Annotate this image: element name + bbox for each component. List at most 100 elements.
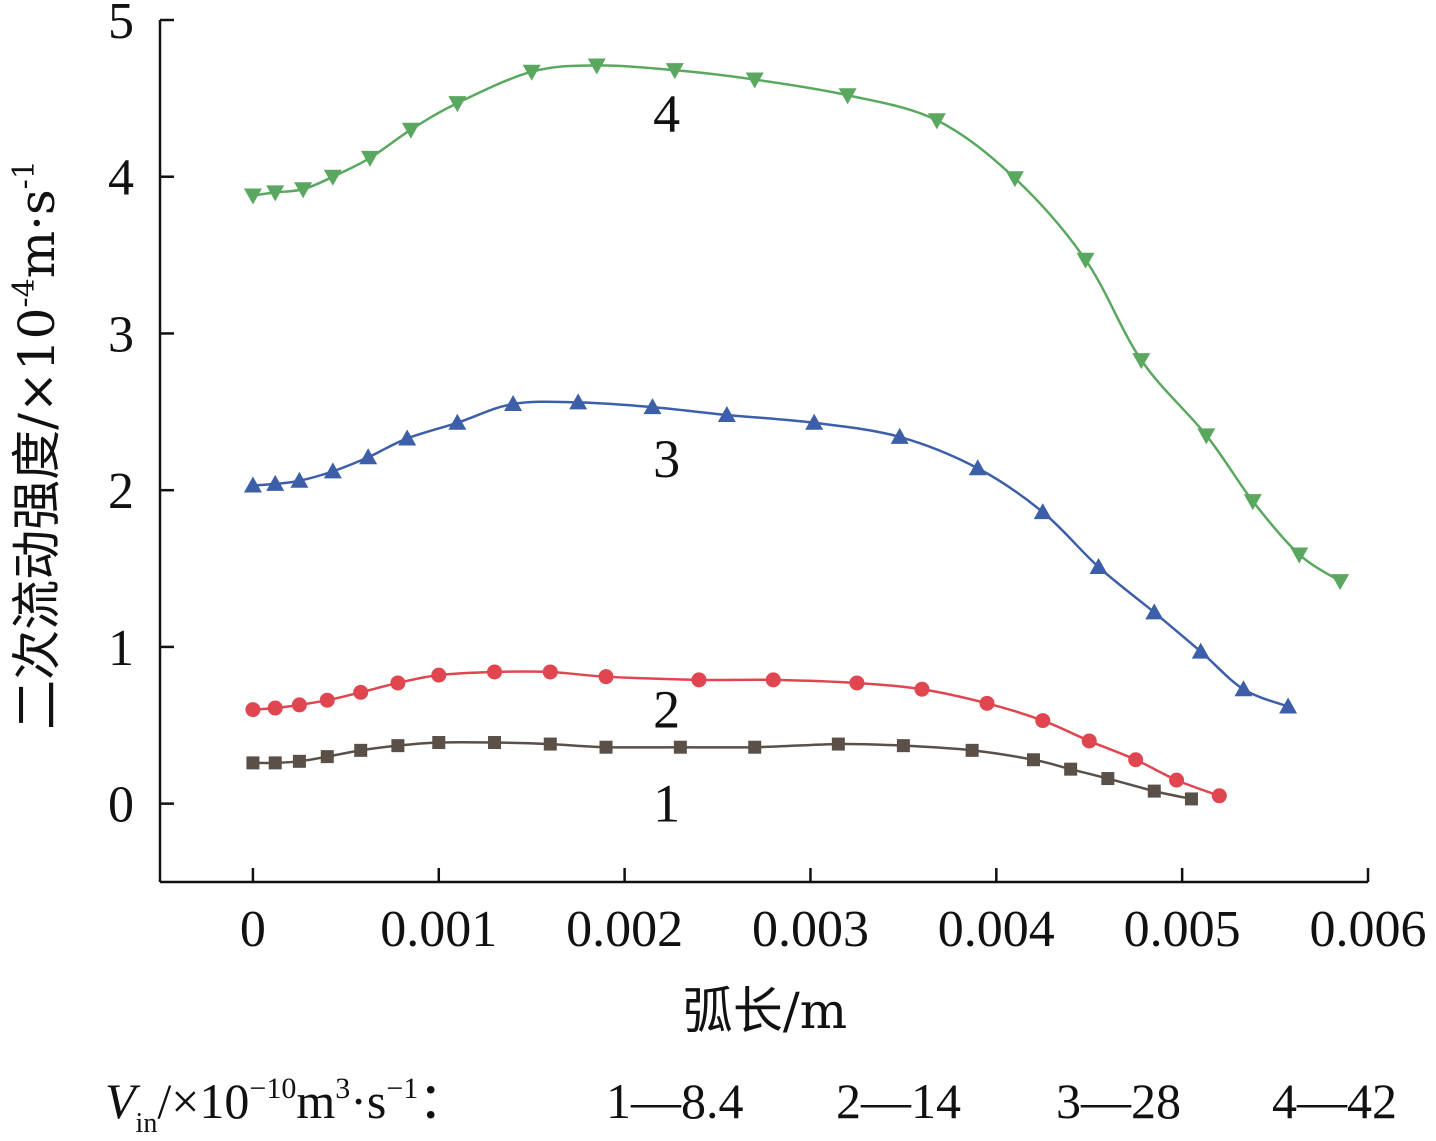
- point-1: [1026, 753, 1040, 767]
- point-4: [323, 169, 342, 186]
- point-2: [267, 700, 283, 716]
- point-4: [1076, 252, 1095, 269]
- point-3: [243, 476, 262, 493]
- point-3: [448, 413, 467, 430]
- point-1: [748, 740, 762, 754]
- point-2: [979, 695, 995, 711]
- point-4: [448, 96, 467, 113]
- point-2: [691, 672, 707, 688]
- point-4: [1243, 494, 1262, 511]
- legend-entry-4: 4—42: [1272, 1073, 1397, 1129]
- point-4: [361, 150, 380, 167]
- point-2: [390, 675, 406, 691]
- y-axis-title-unit-exp: -1: [7, 160, 42, 189]
- curve-label-3: 3: [653, 429, 680, 489]
- series-3: [243, 393, 1298, 714]
- point-4: [745, 72, 764, 89]
- series-1: [246, 736, 1198, 806]
- point-4: [1197, 428, 1216, 445]
- point-3: [290, 471, 309, 488]
- point-3: [890, 427, 909, 444]
- legend-var-sub: in: [136, 1108, 158, 1139]
- point-2: [319, 692, 335, 708]
- point-2: [353, 684, 369, 700]
- y-axis-title-unit: m·s: [8, 189, 66, 278]
- point-2: [1035, 713, 1051, 729]
- x-tick-label: 0.006: [1310, 901, 1427, 958]
- point-3: [398, 429, 417, 446]
- y-tick-label: 1: [108, 620, 134, 677]
- point-1: [896, 739, 910, 753]
- point-1: [543, 737, 557, 751]
- point-1: [1147, 784, 1161, 798]
- point-1: [354, 743, 368, 757]
- point-3: [1191, 642, 1210, 659]
- x-tick-label: 0.003: [752, 901, 869, 958]
- legend-unit-exp: −10: [249, 1072, 296, 1105]
- y-axis-title-main: 二次流动强度/×10: [8, 308, 66, 730]
- point-2: [765, 672, 781, 688]
- point-4: [587, 58, 606, 75]
- point-2: [487, 664, 503, 680]
- point-1: [432, 736, 446, 750]
- point-2: [1081, 733, 1097, 749]
- series-2: [245, 664, 1227, 804]
- point-4: [838, 88, 857, 105]
- point-2: [291, 697, 307, 713]
- point-1: [391, 739, 405, 753]
- legend-entry-3: 3—28: [1056, 1073, 1181, 1129]
- axes: 0 1 2 3 4 5 0 0.001 0.002 0.003 0.004 0.005 0.006: [108, 0, 1427, 958]
- point-4: [522, 64, 541, 81]
- point-4: [401, 122, 420, 139]
- legend-unit-main-exp: 3: [335, 1072, 350, 1105]
- point-1: [488, 736, 502, 750]
- series-4: [243, 58, 1350, 591]
- point-4: [1005, 171, 1024, 188]
- y-tick-label: 0: [108, 777, 134, 834]
- point-3: [643, 398, 662, 415]
- point-3: [359, 448, 378, 465]
- point-1: [831, 737, 845, 751]
- point-3: [805, 413, 824, 430]
- series-layer: [243, 58, 1350, 806]
- curve-label-1: 1: [653, 774, 680, 834]
- legend-entry-2: 2—14: [836, 1073, 961, 1129]
- curve-label-2: 2: [653, 680, 680, 740]
- point-3: [323, 462, 342, 479]
- point-4: [1132, 353, 1151, 370]
- point-2: [542, 664, 558, 680]
- point-1: [1184, 792, 1198, 806]
- point-3: [266, 474, 285, 491]
- point-2: [849, 675, 865, 691]
- point-1: [292, 754, 306, 768]
- x-tick-label: 0.004: [938, 901, 1055, 958]
- point-3: [1033, 503, 1052, 520]
- point-2: [914, 681, 930, 697]
- point-2: [431, 667, 447, 683]
- point-1: [673, 740, 687, 754]
- legend-footer: Vin/×10−10m3·s−1： 1—8.4 2—14 3—28 4—42: [105, 1072, 1397, 1139]
- x-tick-label: 0.005: [1124, 901, 1241, 958]
- point-3: [1089, 557, 1108, 574]
- point-4: [665, 63, 684, 80]
- legend-unit-mid-exp: −1: [386, 1072, 418, 1105]
- x-tick-label: 0.002: [566, 901, 683, 958]
- point-1: [246, 756, 260, 770]
- point-3: [569, 393, 588, 410]
- y-tick-label: 4: [108, 150, 134, 207]
- series-line-4: [252, 64, 1341, 583]
- point-1: [599, 740, 613, 754]
- y-tick-label: 5: [108, 0, 134, 50]
- series-line-1: [252, 740, 1192, 801]
- curve-label-4: 4: [653, 84, 680, 144]
- point-3: [1279, 697, 1298, 714]
- y-axis-title: 二次流动强度/×10-4m·s-1: [7, 160, 66, 730]
- point-2: [1211, 788, 1227, 804]
- legend-var: V: [105, 1073, 141, 1129]
- x-tick-label: 0: [240, 901, 266, 958]
- point-2: [1128, 752, 1144, 768]
- point-2: [1169, 772, 1185, 788]
- y-tick-label: 2: [108, 463, 134, 520]
- point-4: [1331, 574, 1350, 591]
